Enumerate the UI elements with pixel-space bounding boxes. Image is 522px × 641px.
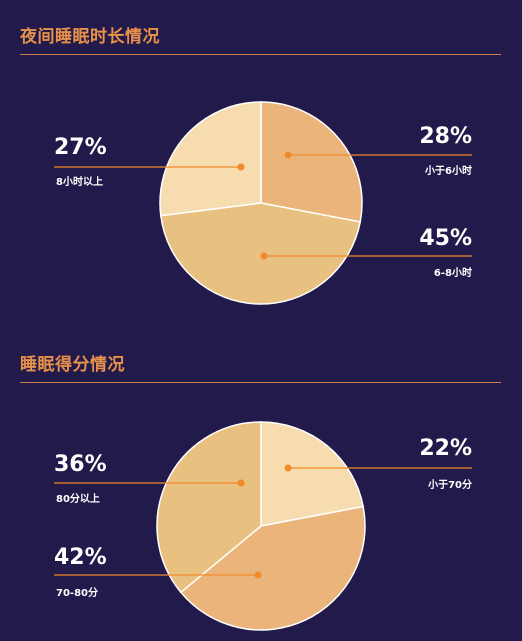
pie-slice [159, 101, 262, 217]
section-divider [20, 382, 501, 383]
slice-category-label: 小于6小时 [425, 166, 472, 177]
pie-slice [179, 505, 366, 631]
slice-category-label: 80分以上 [56, 494, 100, 505]
section-divider [20, 54, 501, 55]
slice-percent-label: 42% [54, 545, 107, 570]
pie-slice [159, 202, 362, 305]
pie-slice [260, 101, 363, 223]
pie-slice [260, 421, 365, 527]
sleep-score-section: 睡眠得分情况 22% 小于70分 42% 70-80分 36% 80分以上 [0, 320, 522, 641]
slice-percent-label: 36% [54, 452, 107, 477]
leader-dot [254, 571, 262, 579]
slice-category-label: 小于70分 [428, 480, 472, 491]
leader-dot [237, 479, 245, 487]
slice-category-label: 70-80分 [56, 588, 98, 599]
sleep-duration-section: 夜间睡眠时长情况 28% 小于6小时 45% 6-8小时 27% 8小时以上 [0, 0, 522, 320]
pie-slice [156, 421, 262, 594]
slice-percent-label: 22% [419, 436, 472, 461]
leader-dot [237, 163, 245, 171]
leader-dot [284, 464, 292, 472]
sleep-score-pie-chart [54, 421, 472, 631]
slice-percent-label: 45% [419, 226, 472, 251]
slice-category-label: 6-8小时 [433, 268, 472, 279]
sleep-duration-pie-chart [54, 101, 472, 305]
slice-category-label: 8小时以上 [56, 177, 103, 188]
section-title: 睡眠得分情况 [20, 355, 125, 375]
leader-dot [260, 252, 268, 260]
slice-percent-label: 27% [54, 135, 107, 160]
slice-percent-label: 28% [419, 124, 472, 149]
section-title: 夜间睡眠时长情况 [20, 27, 160, 47]
leader-dot [284, 151, 292, 159]
